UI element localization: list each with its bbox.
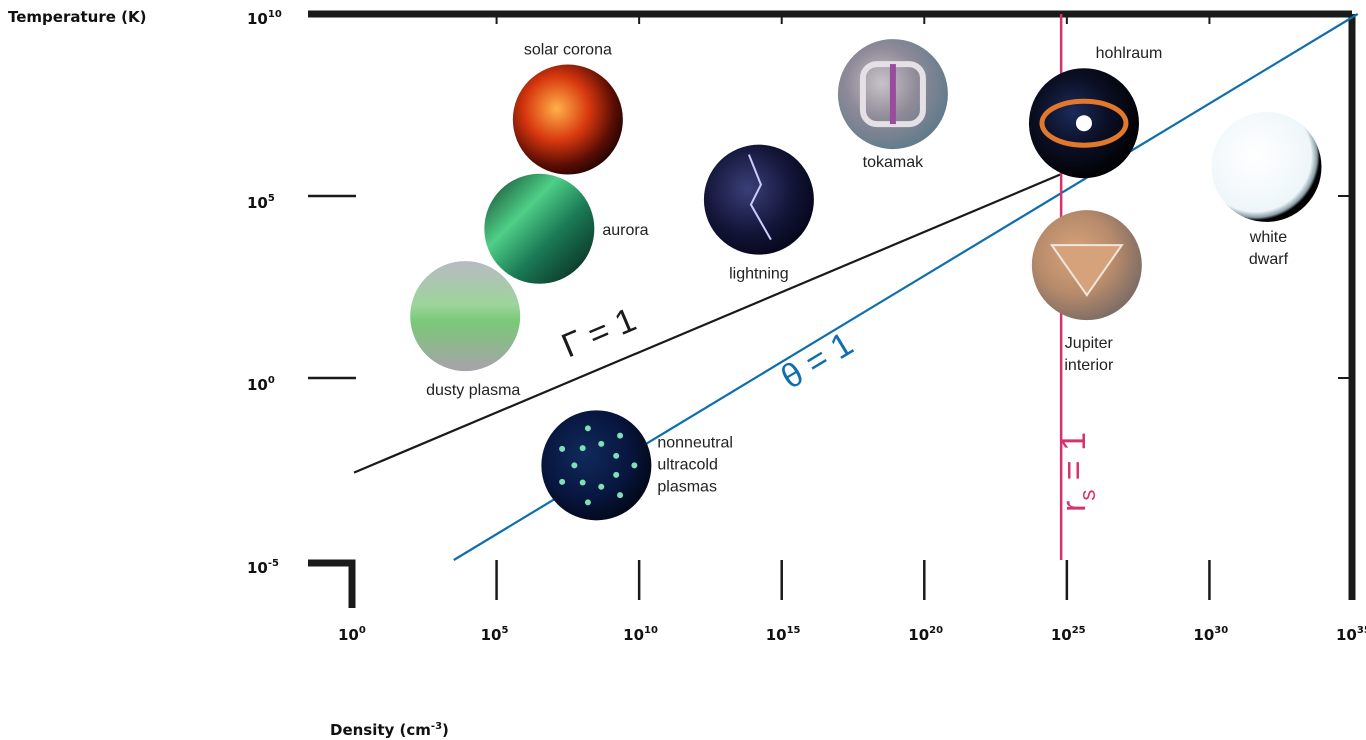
series-line-0 xyxy=(353,173,1062,474)
ion-dot xyxy=(598,440,605,447)
ion-dot xyxy=(579,479,586,486)
object-corona: solar corona xyxy=(512,42,623,175)
object-jupiter: Jupiter interior xyxy=(1031,210,1142,374)
tokamak-label: tokamak xyxy=(863,154,924,171)
object-lightning: lightning xyxy=(703,144,814,283)
x-axis-ticks: 100 105 1010 1015 1020 1025 1030 1035 xyxy=(338,14,1366,644)
object-dusty: dusty plasma xyxy=(410,261,520,399)
ultracold-label: nonneutral xyxy=(657,434,733,451)
whitedwarf-label: dwarf xyxy=(1249,251,1289,268)
x-tick-label: 105 xyxy=(481,625,509,644)
x-tick-label: 1035 xyxy=(1336,625,1366,644)
dusty-image xyxy=(410,261,521,372)
corona-image xyxy=(512,64,623,175)
y-tick-label: 105 xyxy=(247,193,275,212)
ion-dot xyxy=(631,462,638,469)
aurora-label: aurora xyxy=(602,222,648,239)
y-tick-label: 100 xyxy=(247,375,275,394)
hohlraum-core xyxy=(1075,115,1092,132)
x-tick-label: 1015 xyxy=(766,625,801,644)
tokamak-coil xyxy=(889,64,896,125)
ion-dot xyxy=(613,471,620,478)
ultracold-image xyxy=(541,410,652,521)
plot-frame xyxy=(308,10,1356,608)
rs-line-label: rs = 1 xyxy=(1055,432,1100,512)
jupiter-label: Jupiter xyxy=(1065,335,1114,352)
theta-line-label: θ = 1 xyxy=(774,325,859,397)
plasma-objects: solar corona aurora dusty plasma lightning t… xyxy=(410,39,1322,521)
y-tick-label: 1010 xyxy=(247,9,282,28)
ion-dot xyxy=(617,492,624,499)
y-tick-label: 10-5 xyxy=(247,558,279,577)
y-axis-title: Temperature (K) xyxy=(8,8,146,26)
lightning-label: lightning xyxy=(729,266,789,283)
lightning-bolt xyxy=(747,154,772,241)
x-axis-title: Density (cm-3) xyxy=(330,721,449,739)
jupiter-label: interior xyxy=(1064,357,1114,374)
object-aurora: aurora xyxy=(484,173,649,284)
ion-dot xyxy=(559,445,566,452)
corona-label: solar corona xyxy=(524,42,612,59)
lightning-image xyxy=(703,144,814,255)
dusty-label: dusty plasma xyxy=(426,382,520,399)
x-tick-label: 1010 xyxy=(623,625,658,644)
object-ultracold: nonneutral ultracold plasmas xyxy=(541,410,733,521)
x-tick-label: 1025 xyxy=(1051,625,1086,644)
ultracold-label: plasmas xyxy=(657,478,717,495)
object-whitedwarf: white dwarf xyxy=(1211,111,1322,268)
ion-dot xyxy=(584,425,591,432)
ion-dot xyxy=(571,462,578,469)
hohlraum-capsule xyxy=(1039,98,1129,148)
object-hohlraum: hohlraum xyxy=(1028,45,1163,179)
whitedwarf-label: white xyxy=(1249,229,1287,246)
ion-dot xyxy=(584,499,591,506)
ion-dot xyxy=(617,432,624,439)
x-tick-label: 1020 xyxy=(908,625,943,644)
ion-dot xyxy=(579,445,586,452)
x-tick-label: 100 xyxy=(338,625,366,644)
object-tokamak: tokamak xyxy=(837,39,948,171)
ion-dot xyxy=(613,452,620,459)
jupiter-cutaway xyxy=(1049,244,1124,297)
whitedwarf-image xyxy=(1211,111,1322,222)
origin-corner xyxy=(308,559,356,608)
x-tick-label: 1030 xyxy=(1193,625,1228,644)
ion-dot xyxy=(598,483,605,490)
aurora-image xyxy=(484,173,595,284)
ion-dot xyxy=(559,478,566,485)
ultracold-label: ultracold xyxy=(657,456,717,473)
y-axis-ticks: 10-5 100 105 1010 xyxy=(247,9,1352,577)
hohlraum-label: hohlraum xyxy=(1096,45,1163,62)
